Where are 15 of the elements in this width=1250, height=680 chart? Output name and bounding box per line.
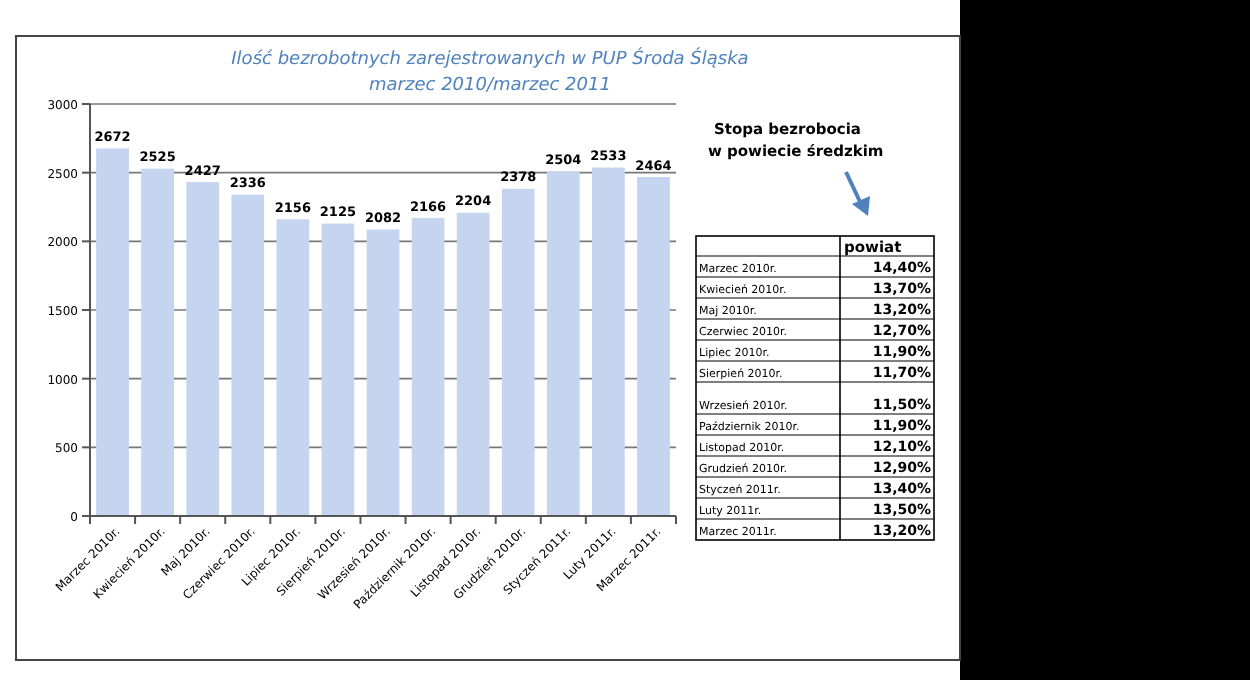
bar	[546, 171, 580, 517]
bar	[141, 168, 174, 517]
bar	[186, 182, 220, 517]
bar	[411, 217, 445, 517]
bar	[501, 188, 535, 517]
bar	[592, 167, 625, 517]
bar	[637, 177, 670, 517]
bar	[276, 219, 310, 517]
bar	[231, 194, 265, 517]
chart-title: Ilość bezrobotnych zarejestrowanych w PUP Środa Śląska	[231, 46, 749, 70]
chart-subtitle: marzec 2010/marzec 2011	[369, 76, 611, 96]
bar	[456, 212, 490, 517]
bar	[321, 223, 355, 517]
bar	[366, 229, 400, 517]
bar	[96, 148, 129, 517]
